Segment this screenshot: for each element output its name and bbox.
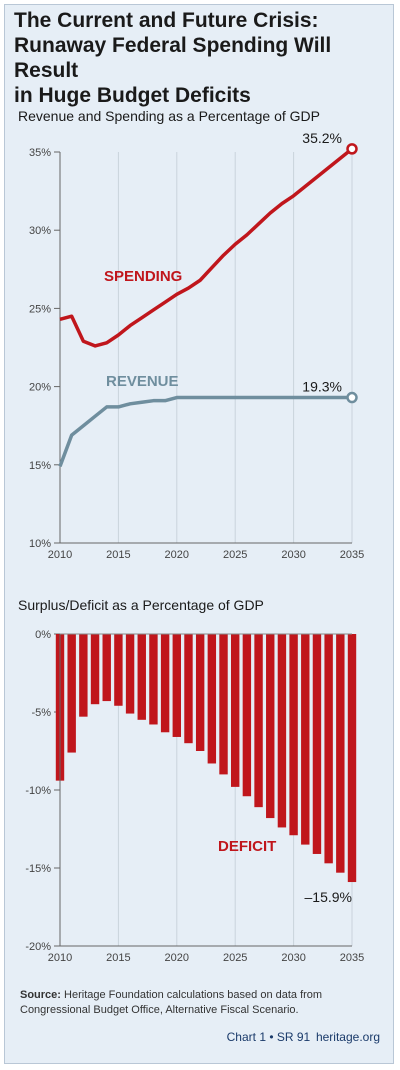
deficit-bar <box>347 634 357 883</box>
deficit-bar <box>67 634 76 753</box>
deficit-bar <box>79 634 88 717</box>
y-tick-label: -20% <box>25 941 51 953</box>
deficit-bar <box>137 634 146 720</box>
y-tick-label: 10% <box>29 538 51 550</box>
deficit-bar <box>289 634 298 836</box>
deficit-bar <box>195 634 205 751</box>
deficit-bar <box>242 634 252 797</box>
source-label: Source: <box>20 989 61 1001</box>
deficit-bar <box>277 634 287 828</box>
y-tick-label: 35% <box>29 147 51 159</box>
x-tick-label: 2020 <box>165 549 189 561</box>
x-tick-label: 2035 <box>340 549 364 561</box>
x-tick-label: 2035 <box>340 952 364 964</box>
x-tick-label: 2030 <box>281 952 305 964</box>
x-tick-label: 2020 <box>165 952 189 964</box>
deficit-bar <box>301 634 310 845</box>
line-chart-title: Revenue and Spending as a Percentage of … <box>18 108 320 124</box>
deficit-bar <box>324 634 333 864</box>
deficit-bar <box>219 634 228 775</box>
revenue-series-label: REVENUE <box>106 373 179 390</box>
spending-end-marker <box>346 143 358 155</box>
x-tick-label: 2015 <box>106 549 130 561</box>
x-tick-label: 2010 <box>48 952 72 964</box>
deficit-bar <box>336 634 345 873</box>
source-note: Source: Heritage Foundation calculations… <box>20 988 380 1018</box>
y-tick-label: -5% <box>31 707 51 719</box>
x-tick-label: 2010 <box>48 549 72 561</box>
x-tick-label: 2015 <box>106 952 130 964</box>
deficit-end-label: –15.9% <box>305 889 352 905</box>
y-tick-label: 25% <box>29 303 51 315</box>
revenue-line <box>58 395 352 467</box>
chart-frame <box>4 4 394 1064</box>
revenue-end-marker <box>346 391 358 404</box>
y-tick-label: 15% <box>29 460 51 472</box>
y-tick-label: 20% <box>29 382 51 394</box>
deficit-bar <box>172 634 182 737</box>
x-tick-label: 2025 <box>223 952 247 964</box>
deficit-bar <box>230 634 240 787</box>
deficit-bar <box>266 634 275 819</box>
spending-end-label: 35.2% <box>302 130 342 146</box>
deficit-bar <box>207 634 217 764</box>
y-tick-label: 30% <box>29 225 51 237</box>
source-text: Heritage Foundation calculations based o… <box>20 989 323 1016</box>
y-tick-label: -10% <box>25 785 51 797</box>
revenue-end-label: 19.3% <box>302 379 342 395</box>
y-tick-label: 0% <box>35 629 51 641</box>
spending-line <box>59 147 354 348</box>
deficit-bar <box>312 634 322 854</box>
deficit-series-label: DEFICIT <box>218 838 276 855</box>
deficit-bar <box>160 634 170 733</box>
deficit-bar <box>125 634 135 714</box>
footer-credit: Chart 1 • SR 91 heritage.org <box>226 1030 380 1044</box>
deficit-bar <box>184 634 193 744</box>
deficit-bar <box>114 634 123 706</box>
bar-chart-title: Surplus/Deficit as a Percentage of GDP <box>18 597 264 613</box>
x-tick-label: 2025 <box>223 549 247 561</box>
deficit-bar <box>102 634 111 702</box>
deficit-bar <box>149 634 158 725</box>
deficit-bar <box>254 634 263 808</box>
y-tick-label: -15% <box>25 863 51 875</box>
deficit-bar <box>90 634 100 705</box>
spending-series-label: SPENDING <box>104 268 182 285</box>
chart-title: The Current and Future Crisis: Runaway F… <box>14 9 332 107</box>
x-tick-label: 2030 <box>281 549 305 561</box>
